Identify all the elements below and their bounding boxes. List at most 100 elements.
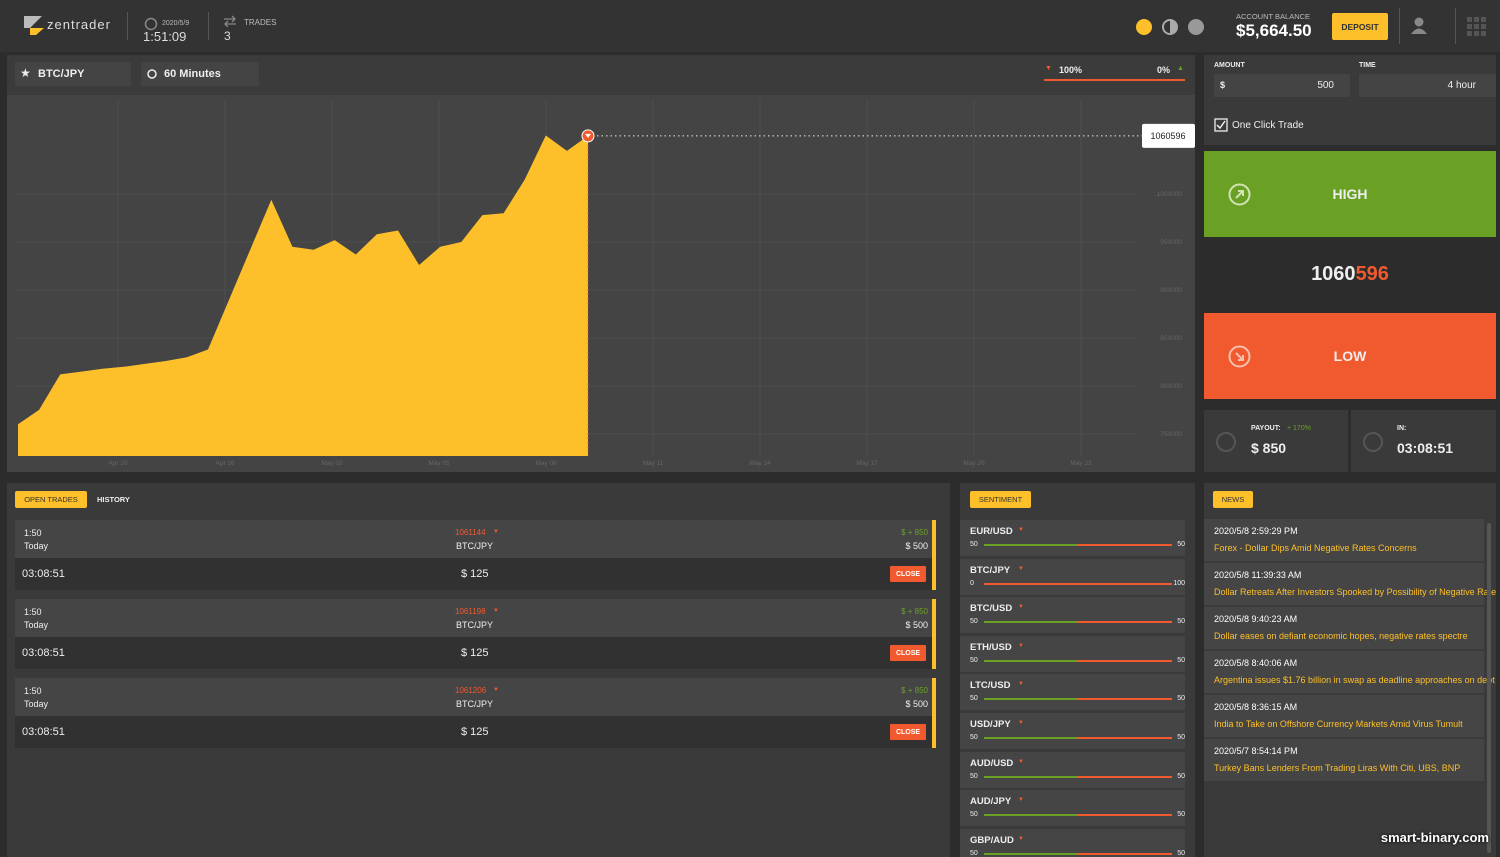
amount-input[interactable]: $ 500 xyxy=(1214,74,1350,97)
trade-investment: $ 125 xyxy=(461,726,489,738)
news-date: 2020/5/8 8:40:06 AM xyxy=(1214,658,1298,668)
sentiment-high: 100 xyxy=(1173,579,1185,587)
trade-asset: BTC/JPY xyxy=(456,699,494,709)
close-button[interactable]: CLOSE xyxy=(890,645,926,661)
pair-arrow: ▼ xyxy=(1018,720,1024,726)
open-trades-panel: OPEN TRADES HISTORY 1:50 Today 1061144 ▼ BTC… xyxy=(7,483,950,857)
trade-time: 1:50 xyxy=(24,528,42,538)
news-headline: Turkey Bans Lenders From Trading Liras W… xyxy=(1214,763,1461,773)
sentiment-buy-bar xyxy=(984,775,1078,778)
trade-bottom xyxy=(15,716,932,748)
asset: BTC/JPY xyxy=(38,68,85,80)
price-area xyxy=(18,135,588,456)
news-item[interactable]: 2020/5/8 9:40:23 AM Dollar eases on defia… xyxy=(1204,607,1484,649)
user-icon[interactable] xyxy=(1410,17,1428,35)
asset-select[interactable]: ★ BTC/JPY xyxy=(15,62,131,86)
sentiment-low: 50 xyxy=(970,734,978,741)
tab-open-trades[interactable]: OPEN TRADES xyxy=(15,491,87,508)
pair-arrow: ▼ xyxy=(1018,604,1024,611)
y-tick-label: 900000 xyxy=(1160,287,1182,294)
news-item[interactable]: 2020/5/7 8:54:14 PM Turkey Bans Lenders F… xyxy=(1204,739,1484,781)
payout-box: PAYOUT: + 170% $ 850 xyxy=(1204,410,1348,472)
sentiment-item: ETH/USD ▼ 50 50 xyxy=(960,635,1185,672)
separator xyxy=(1399,8,1400,44)
y-tick-label: 1000000 xyxy=(1157,191,1183,198)
x-tick-label: May 05 xyxy=(428,460,450,467)
trade-asset: BTC/JPY xyxy=(456,541,494,551)
current-price: 1060596 xyxy=(1204,263,1496,286)
news-panel: NEWS 2020/5/8 2:59:29 PM Forex - Dollar D… xyxy=(1204,483,1496,857)
trades-count: 3 xyxy=(224,29,231,43)
sentiment-buy-bar xyxy=(984,621,1078,624)
x-tick-label: May 23 xyxy=(1070,460,1092,467)
sentiment-panel: SENTIMENT EUR/USD ▼ 50 50 BTC/JPY ▼ 0 100 BTC/US… xyxy=(960,483,1195,857)
sentiment-sell-bar xyxy=(1078,621,1172,624)
trade-bottom xyxy=(15,558,932,590)
header: zentrader 2020/5/9 1:51:09 TRADES 3 ACCO… xyxy=(0,0,1500,52)
trade-top xyxy=(15,520,932,558)
close-button[interactable]: CLOSE xyxy=(890,724,926,740)
pair-name: EUR/USD xyxy=(970,526,1013,537)
x-tick-label: May 02 xyxy=(321,460,343,467)
period: 60 Minutes xyxy=(164,68,221,80)
trades-label: TRADES xyxy=(244,18,277,27)
news-item[interactable]: 2020/5/8 2:59:29 PM Forex - Dollar Dips A… xyxy=(1204,519,1484,561)
sentiment-high: 50 xyxy=(1177,811,1185,819)
trade-day: Today xyxy=(24,541,49,551)
close-button[interactable]: CLOSE xyxy=(890,566,926,582)
y-tick-label: 850000 xyxy=(1160,335,1182,342)
pair-name: ETH/USD xyxy=(970,641,1012,653)
logo-text: zentrader xyxy=(47,17,111,32)
news-headline: India to Take on Offshore Currency Marke… xyxy=(1214,719,1463,729)
tab-history[interactable]: HISTORY xyxy=(97,495,130,504)
sentiment-low: 50 xyxy=(970,695,978,703)
sentiment-high: 50 xyxy=(1177,734,1185,741)
news-headline: Dollar Retreats After Investors Spooked … xyxy=(1214,587,1496,597)
checkbox[interactable] xyxy=(1214,118,1228,132)
down-percent: 100% xyxy=(1059,65,1083,75)
payout-percent: + 170% xyxy=(1287,425,1311,432)
news-headline: Argentina issues $1.76 billion in swap a… xyxy=(1214,675,1496,685)
header-icons[interactable] xyxy=(1136,18,1206,36)
time-input[interactable]: 4 hour xyxy=(1359,74,1496,97)
period-select[interactable]: 60 Minutes xyxy=(141,62,259,86)
separator xyxy=(1455,8,1456,44)
scrollbar[interactable] xyxy=(1487,523,1491,853)
deposit-button[interactable]: DEPOSIT xyxy=(1332,13,1388,40)
sentiment-high: 50 xyxy=(1177,849,1185,857)
pair-name: GBP/AUD xyxy=(970,834,1014,846)
pair-arrow: ▼ xyxy=(1018,758,1024,765)
pair-name: LTC/USD xyxy=(970,680,1011,692)
menu-icon[interactable] xyxy=(1467,17,1487,37)
news-item[interactable]: 2020/5/8 8:40:06 AM Argentina issues $1.7… xyxy=(1204,651,1496,693)
amount-label: AMOUNT xyxy=(1214,62,1245,69)
sentiment-buy-bar xyxy=(984,544,1078,546)
low-button[interactable]: LOW xyxy=(1204,313,1496,399)
sentiment-low: 50 xyxy=(970,656,978,664)
sentiment-sell-bar xyxy=(984,582,1172,585)
trade-accent xyxy=(932,599,936,669)
trade-day: Today xyxy=(24,620,49,630)
pair-name: USD/JPY xyxy=(970,719,1011,730)
high-button[interactable]: HIGH xyxy=(1204,151,1496,237)
price-tag-box xyxy=(1142,123,1195,148)
news-item[interactable]: 2020/5/8 11:39:33 AM Dollar Retreats Afte… xyxy=(1204,563,1496,605)
price-tag: 1060596 xyxy=(1150,131,1185,141)
trade-amount: $ 500 xyxy=(905,620,928,630)
trade-row: 1:50 Today 1061206 ▼ BTC/JPY $ + 850 $ 500 03:0… xyxy=(15,678,937,748)
sentiment-item: AUD/USD ▼ 50 50 xyxy=(960,751,1185,788)
sentiment-high: 50 xyxy=(1177,618,1185,626)
chart-panel: ★ BTC/JPY 60 Minutes ▼ 100% 0% ▲ 750000 8… xyxy=(7,55,1195,472)
pair-name: AUD/USD xyxy=(970,757,1014,769)
trade-amount: $ 500 xyxy=(905,699,928,709)
sentiment-item: EUR/USD ▼ 50 50 xyxy=(960,520,1185,556)
news-item[interactable]: 2020/5/8 8:36:15 AM India to Take on Offs… xyxy=(1204,695,1484,737)
marker-arrow xyxy=(585,133,591,138)
time: 4 hour xyxy=(1447,80,1476,91)
separator xyxy=(208,12,209,40)
x-tick-label: May 17 xyxy=(856,460,878,467)
pair-name: BTC/JPY xyxy=(970,564,1011,576)
in-time: 03:08:51 xyxy=(1397,440,1454,456)
trade-bottom xyxy=(15,637,932,669)
trade-countdown: 03:08:51 xyxy=(22,726,65,738)
